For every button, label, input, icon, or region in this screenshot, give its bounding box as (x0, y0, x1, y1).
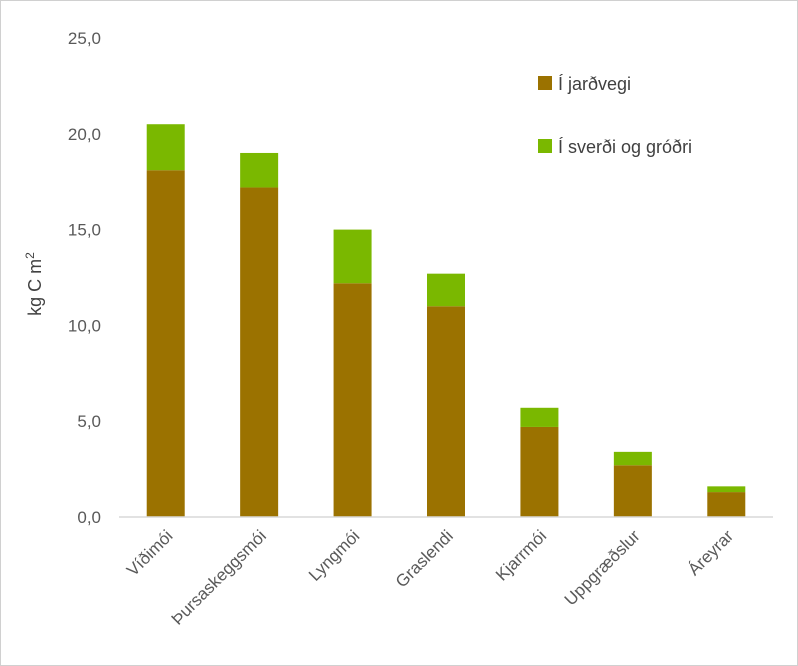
x-tick-label: Lyngmói (305, 526, 363, 584)
y-tick-label: 25,0 (68, 29, 101, 48)
y-tick-label: 15,0 (68, 221, 101, 240)
x-tick-label: Kjarrmói (492, 526, 550, 584)
bar-segment-soil (240, 187, 279, 517)
bar-segment-soil (707, 492, 746, 517)
bar-segment-vegetation (240, 152, 279, 188)
legend-label: Í jarðvegi (558, 74, 631, 94)
legend-swatch (538, 139, 552, 153)
bar-segment-soil (146, 170, 185, 518)
y-axis-ticks: 0,0 5,0 10,0 15,0 20,0 25,0 (68, 29, 101, 527)
x-tick-label: Graslendi (392, 526, 457, 591)
x-tick-label: Þursaskeggsmói (168, 526, 270, 628)
x-tick-label: Víðimói (123, 526, 177, 580)
x-tick-label: Áreyrar (684, 526, 737, 579)
legend-label: Í sverði og gróðri (558, 137, 692, 157)
y-tick-label: 20,0 (68, 125, 101, 144)
bar-segment-vegetation (333, 229, 372, 284)
bar-segment-soil (613, 465, 652, 517)
legend-swatch (538, 76, 552, 90)
bar-segment-soil (427, 306, 465, 517)
bar-segment-vegetation (146, 124, 185, 171)
y-tick-label: 5,0 (77, 412, 101, 431)
bar-segment-vegetation (613, 451, 652, 466)
bar-segment-vegetation (707, 486, 746, 493)
legend: Í jarðvegi Í sverði og gróðri (538, 74, 692, 157)
y-axis-title: kg C m2 (23, 252, 45, 316)
y-tick-label: 10,0 (68, 316, 101, 335)
y-tick-label: 0,0 (77, 508, 101, 527)
bar-segment-vegetation (520, 407, 559, 427)
bar-segment-soil (333, 283, 372, 517)
bars (146, 124, 746, 518)
bar-segment-soil (520, 426, 559, 517)
x-tick-label: Uppgræðslur (561, 526, 644, 609)
bar-segment-vegetation (427, 273, 465, 307)
